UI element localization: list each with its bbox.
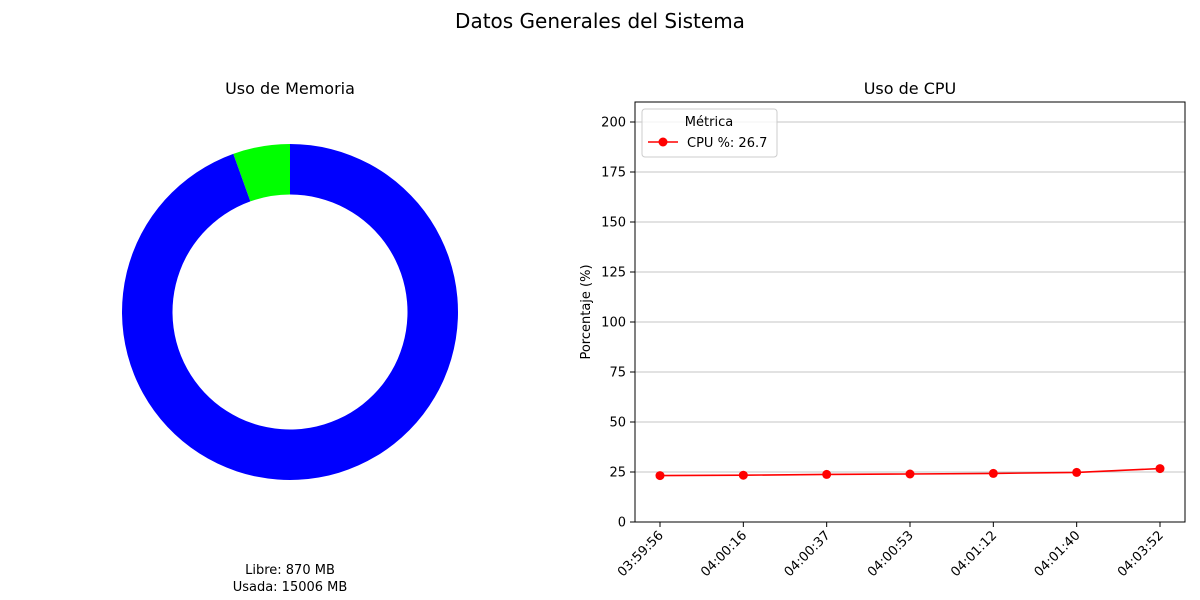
x-tick-label: 04:01:40	[1032, 528, 1084, 580]
legend-title: Métrica	[685, 115, 733, 130]
cpu-point	[655, 471, 665, 481]
x-tick-label: 04:01:12	[948, 528, 1000, 580]
legend-box	[641, 108, 778, 158]
memory-used-label: Usada: 15006 MB	[233, 580, 348, 595]
x-tick-label: 04:00:37	[782, 528, 834, 580]
cpu-y-axis-label: Porcentaje (%)	[579, 264, 594, 359]
cpu-gridlines	[635, 121, 1185, 473]
x-tick-label: 04:00:16	[698, 528, 750, 580]
memory-chart-title: Uso de Memoria	[225, 79, 355, 98]
y-tick-label: 175	[601, 166, 626, 181]
cpu-legend: Métrica CPU %: 26.7	[641, 108, 778, 158]
cpu-point	[905, 469, 915, 479]
y-tick-label: 200	[601, 116, 626, 131]
y-tick-label: 0	[618, 516, 626, 531]
y-tick-label: 75	[609, 366, 626, 381]
x-tick-label: 04:03:52	[1115, 528, 1167, 580]
cpu-point	[988, 468, 998, 478]
legend-label: CPU %: 26.7	[687, 136, 767, 151]
y-tick-label: 50	[609, 416, 626, 431]
y-tick-label: 150	[601, 216, 626, 231]
x-tick-label: 04:00:53	[865, 528, 917, 580]
figure-title: Datos Generales del Sistema	[455, 9, 745, 33]
cpu-point	[1155, 464, 1165, 474]
donut-slice-usada	[122, 144, 458, 481]
y-tick-label: 100	[601, 316, 626, 331]
legend-marker-sample	[658, 137, 668, 147]
y-tick-label: 25	[609, 466, 626, 481]
cpu-y-axis: 0 25 50 75 100 125 150 175 200	[601, 116, 635, 531]
memory-free-label: Libre: 870 MB	[245, 563, 335, 578]
y-tick-label: 125	[601, 266, 626, 281]
cpu-point	[822, 469, 832, 479]
cpu-point	[738, 470, 748, 480]
cpu-point	[1072, 467, 1082, 477]
cpu-series	[655, 464, 1165, 481]
cpu-chart-title: Uso de CPU	[864, 79, 957, 98]
donut-slice-libre	[233, 144, 290, 202]
memory-donut	[122, 144, 458, 481]
cpu-plot-frame	[634, 101, 1186, 523]
memory-panel: Uso de Memoria Libre: 870 MB Usada: 1500…	[122, 79, 458, 595]
cpu-x-axis: 03:59:56 04:00:16 04:00:37 04:00:53 04:01:12…	[615, 522, 1167, 580]
cpu-panel: Uso de CPU 0 25 50 75 100 125 150 175 200 03:59:…	[579, 79, 1186, 580]
x-tick-label: 03:59:56	[615, 528, 667, 580]
